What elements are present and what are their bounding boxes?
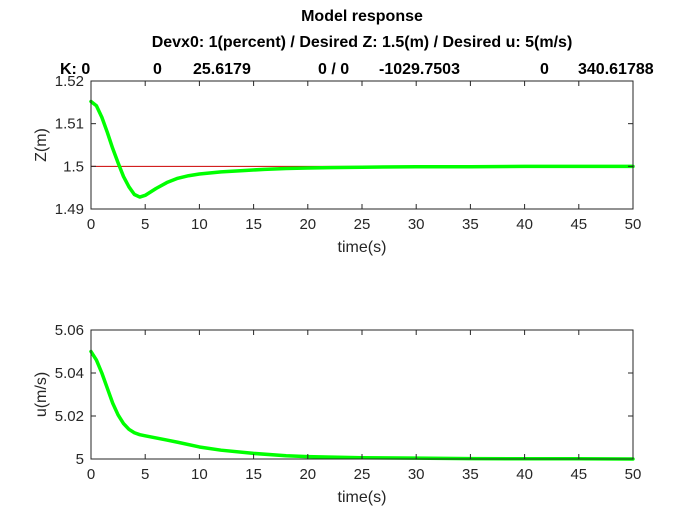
y-tick-label: 5 [76,451,84,468]
y-tick-label: 5.02 [55,408,84,425]
x-tick-label: 35 [462,216,479,233]
gains-row: K: 0 0 25.6179 0 / 0 -1029.7503 0 340.61… [60,61,654,78]
x-tick-label: 40 [516,216,533,233]
y-tick-label: 5.06 [55,322,84,339]
x-tick-label: 20 [299,216,316,233]
x-tick-label: 0 [87,466,95,483]
x-tick-label: 50 [625,466,642,483]
y-tick-label: 1.51 [55,116,84,133]
gain-value: 0 [540,61,549,78]
gain-value: 0 / 0 [318,61,349,78]
x-tick-label: 15 [245,216,262,233]
x-axis-label: time(s) [338,489,387,506]
y-tick-label: 5.04 [55,365,84,382]
x-tick-label: 0 [87,216,95,233]
y-axis-label: Z(m) [33,128,50,162]
gain-value: -1029.7503 [379,61,460,78]
series-group [89,99,635,199]
plot-z: 0 5 10 15 20 25 30 35 40 45 50 1.49 1.5 1.51 1.52 time(… [33,73,641,256]
x-tick-label: 40 [516,466,533,483]
y-axis-label: u(m/s) [33,372,50,417]
plot-u: 0 5 10 15 20 25 30 35 40 45 5055.025.045.06time(s)… [33,322,641,506]
x-axis-label: time(s) [338,239,387,256]
x-tick-label: 45 [570,216,587,233]
gain-value: 25.6179 [193,61,251,78]
plot-area [91,81,633,209]
x-tick-label: 5 [141,466,149,483]
x-tick-label: 25 [354,216,371,233]
x-tick-label: 20 [299,466,316,483]
x-tick-label: 50 [625,216,642,233]
x-tick-label: 15 [245,466,262,483]
gain-k-label: K: 0 [60,61,90,78]
y-tick-label: 1.52 [55,73,84,90]
y-tick-label: 1.49 [55,201,84,218]
x-tick-label: 30 [408,216,425,233]
x-tick-label: 25 [354,466,371,483]
x-tick-label: 10 [191,216,208,233]
plot-area [91,330,633,459]
x-tick-label: 5 [141,216,149,233]
x-tick-label: 35 [462,466,479,483]
x-tick-label: 30 [408,466,425,483]
figure-title: Model response [301,8,423,25]
x-tick-label: 10 [191,466,208,483]
response-line [89,99,635,199]
y-tick-label: 1.5 [63,158,84,175]
gain-value: 0 [153,61,162,78]
gain-value: 340.61788 [578,61,654,78]
x-tick-label: 45 [570,466,587,483]
figure-subtitle: Devx0: 1(percent) / Desired Z: 1.5(m) / … [152,34,573,51]
